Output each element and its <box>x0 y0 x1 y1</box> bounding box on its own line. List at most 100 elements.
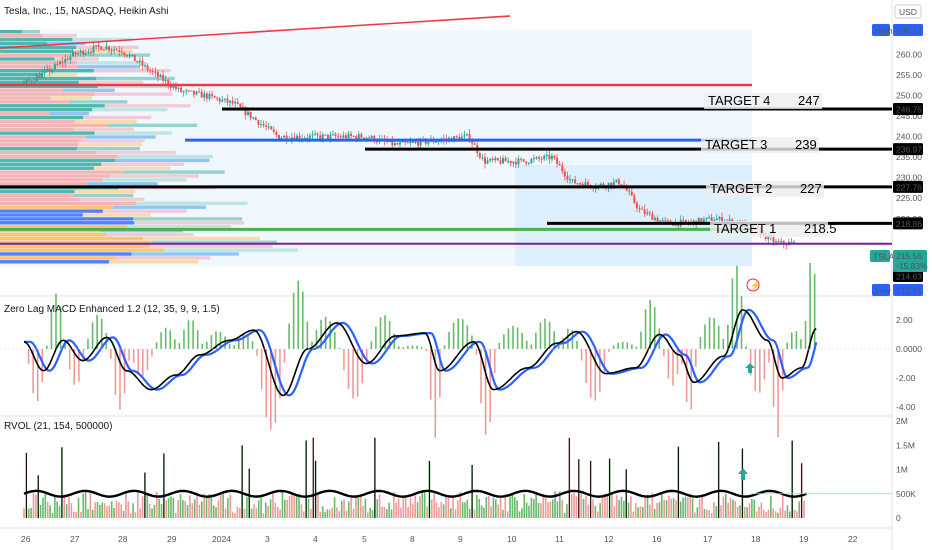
candle-body <box>615 179 618 182</box>
macd-histogram-bar <box>763 349 766 380</box>
volume-bar <box>606 496 609 518</box>
volume-bar <box>366 512 369 518</box>
volume-bar <box>80 511 82 518</box>
candle-body <box>775 241 778 243</box>
candle-body <box>610 182 613 187</box>
volume-bar <box>777 512 779 518</box>
volume-profile-bar <box>0 92 95 96</box>
ticker-tag: TSLA <box>873 252 895 262</box>
volume-bar <box>715 506 718 518</box>
volume-profile-bar <box>76 147 140 151</box>
volume-bar <box>148 503 151 518</box>
volume-profile-bar <box>109 260 199 264</box>
macd-histogram-bar <box>247 335 249 349</box>
volume-bar <box>167 498 170 518</box>
macd-histogram-bar <box>617 342 619 349</box>
volume-bar <box>89 491 92 518</box>
candle-body <box>316 133 319 136</box>
macd-histogram-bar <box>507 328 510 349</box>
volume-bar <box>642 506 644 518</box>
candle-body <box>332 134 335 136</box>
volume-bar <box>63 494 66 518</box>
volume-bar <box>224 508 227 518</box>
candle-body <box>697 218 700 225</box>
candle-body <box>247 111 250 116</box>
macd-histogram-bar <box>695 349 697 367</box>
volume-profile-bar <box>0 260 110 264</box>
macd-histogram-bar <box>708 317 711 349</box>
volume-bar <box>435 502 438 518</box>
time-axis-tick: 5 <box>362 534 367 544</box>
candle-body <box>463 135 466 137</box>
candle-body <box>782 240 785 245</box>
volume-profile-bar <box>0 193 74 198</box>
candle-body <box>504 158 507 162</box>
volume-profile-bar <box>0 61 77 65</box>
macd-histogram-bar <box>361 349 363 384</box>
candle-body <box>105 46 108 50</box>
volume-bar <box>476 494 478 518</box>
volume-profile-bar <box>72 37 132 42</box>
volume-bar <box>511 493 514 518</box>
volume-bar <box>262 513 265 518</box>
volume-bar <box>651 492 654 518</box>
macd-axis-tick: 0.0000 <box>896 344 922 354</box>
candle-body <box>512 161 515 164</box>
macd-histogram-bar <box>594 349 597 401</box>
volume-bar <box>174 512 177 518</box>
candle-body <box>509 161 512 164</box>
volume-bar <box>492 497 495 518</box>
volume-profile-bar <box>0 221 135 225</box>
candle-body <box>494 158 497 161</box>
volume-axis-tick: 500K <box>896 489 916 499</box>
candle-body <box>566 176 569 180</box>
volume-profile-bar <box>143 236 261 241</box>
macd-histogram-bar <box>576 340 578 349</box>
volume-bar <box>51 512 54 518</box>
candle-body <box>35 75 38 82</box>
volume-bar <box>449 508 452 518</box>
candle-body <box>568 179 571 181</box>
macd-histogram-bar <box>539 322 542 349</box>
volume-bar <box>212 505 215 518</box>
volume-bar <box>701 495 703 518</box>
volume-profile-bar <box>0 240 153 244</box>
volume-bar <box>656 503 658 518</box>
volume-bar <box>513 497 516 518</box>
volume-bar <box>793 509 796 518</box>
macd-histogram-bar <box>306 321 309 349</box>
candle-body <box>303 137 306 139</box>
volume-bar <box>604 493 606 518</box>
candle-body <box>587 182 590 185</box>
volume-profile-bar <box>0 248 164 252</box>
volume-bar <box>649 504 651 518</box>
candle-body <box>211 93 214 96</box>
macd-histogram-bar <box>297 280 300 349</box>
target-value: 227 <box>800 181 822 196</box>
macd-histogram-bar <box>685 349 688 403</box>
volume-bar <box>502 509 504 518</box>
volume-bar <box>205 495 208 518</box>
volume-profile-bar <box>73 127 134 131</box>
time-axis-tick: 12 <box>604 534 614 544</box>
volume-profile-bar <box>0 252 132 256</box>
macd-histogram-bar <box>548 321 551 349</box>
candle-body <box>144 65 147 67</box>
price-axis-tick: 240.00 <box>896 132 922 142</box>
price-change: -15.83% <box>896 261 928 271</box>
macd-histogram-bar <box>749 349 752 376</box>
candle-body <box>28 79 31 81</box>
candle-body <box>556 157 559 164</box>
candle-body <box>659 220 662 222</box>
candle-body <box>162 75 165 81</box>
macd-histogram-bar <box>439 349 441 398</box>
volume-bar <box>630 496 632 518</box>
volume-bar <box>72 511 75 518</box>
volume-bar <box>530 497 533 518</box>
volume-profile-bar <box>0 256 116 260</box>
candle-body <box>180 87 183 93</box>
candle-body <box>265 125 268 127</box>
macd-histogram-bar <box>452 322 455 349</box>
volume-bar <box>753 499 756 518</box>
candle-body <box>656 217 659 222</box>
